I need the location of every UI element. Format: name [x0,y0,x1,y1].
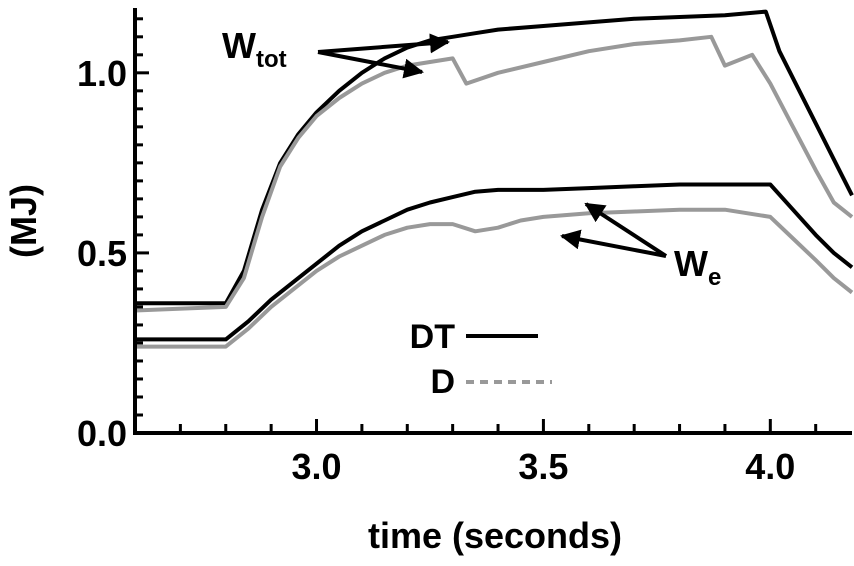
y-tick-label: 0.5 [77,233,127,274]
annotation-we-label: We [674,243,721,291]
annotation-wtot-label: Wtot [222,25,287,73]
annotation-we-base: W [674,243,708,284]
series-layer [134,9,854,349]
annotation-layer: Wtot We [222,25,721,291]
annotation-wtot-arrow-lower [317,50,424,79]
annotation-we-arrow-lower [560,229,667,258]
series-line-we-dt [135,182,854,342]
annotation-wtot-arrow-upper [317,33,450,54]
annotation-wtot-sub: tot [256,46,287,73]
x-tick-label: 3.0 [291,446,341,487]
x-tick-label: 4.0 [745,446,795,487]
annotation-we-sub: e [708,264,721,291]
series-line-wtot-d [134,34,854,313]
annotation-wtot-base: W [222,25,256,66]
axes-layer: 0.0 0.5 1.0 3.0 3.5 4.0 [77,8,852,487]
y-tick-label: 1.0 [77,53,127,94]
x-tick-label: 3.5 [518,446,568,487]
annotation-we-arrow-upper [584,202,668,258]
y-tick-label: 0.0 [77,413,127,454]
legend-label-dt: DT [410,318,456,356]
legend-label-d: D [430,363,455,401]
legend: DT D [410,318,552,401]
y-axis-label: (MJ) [3,184,44,258]
series-line-we-d [135,207,854,349]
x-axis-label: time (seconds) [368,515,622,556]
